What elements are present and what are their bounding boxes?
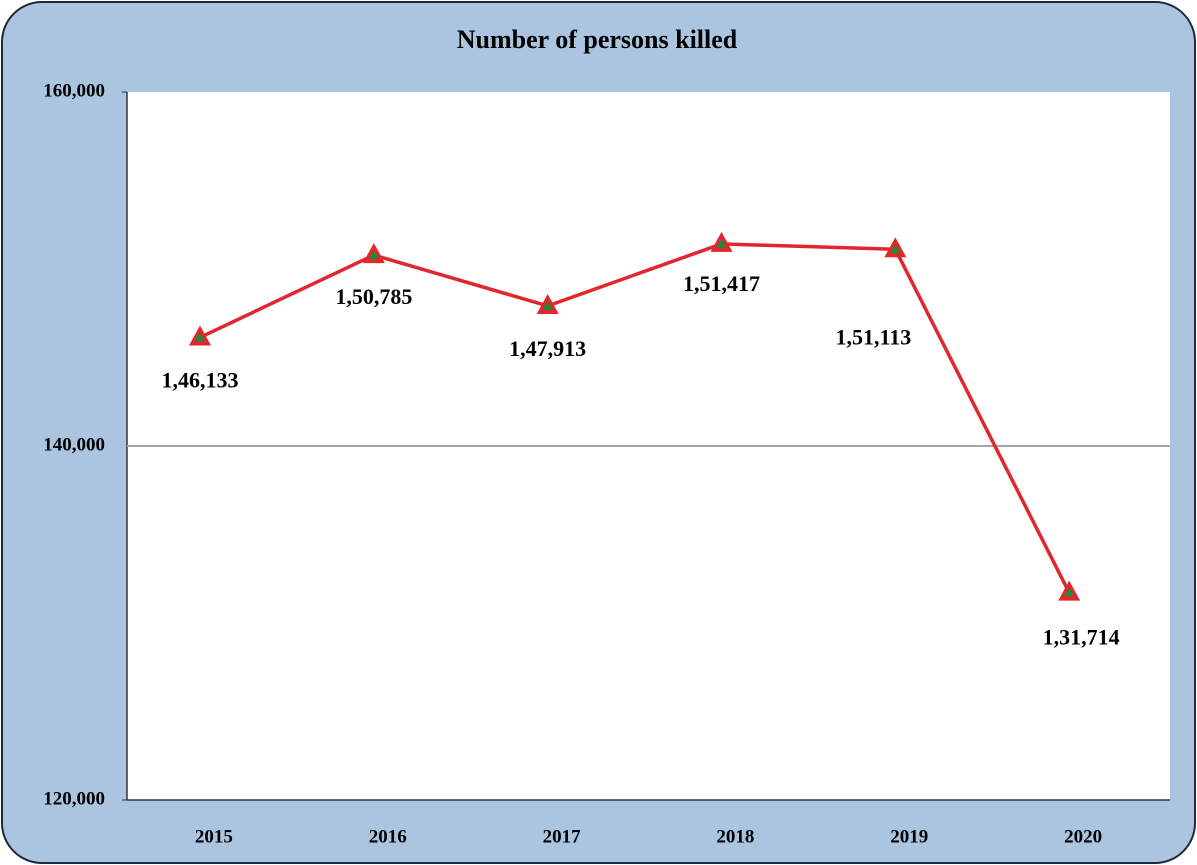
x-tick-label: 2016: [369, 826, 407, 847]
data-label: 1,51,417: [683, 271, 760, 296]
data-label: 1,46,133: [162, 367, 239, 392]
data-marker-inner: [716, 238, 727, 248]
data-marker-inner: [890, 244, 901, 254]
x-tick-label: 2015: [195, 826, 233, 847]
y-tick-label: 160,000: [43, 80, 105, 101]
data-marker-inner: [542, 300, 553, 310]
y-tick-label: 120,000: [43, 788, 105, 809]
data-label: 1,50,785: [335, 284, 412, 309]
x-tick-label: 2020: [1064, 826, 1102, 847]
data-line: [199, 242, 1071, 594]
data-label: 1,31,714: [1043, 625, 1120, 650]
data-marker-inner: [195, 332, 206, 342]
data-label: 1,47,913: [509, 336, 586, 361]
y-tick-label: 140,000: [43, 434, 105, 455]
data-marker-inner: [1064, 587, 1075, 597]
x-tick-label: 2019: [890, 826, 928, 847]
data-label: 1,51,113: [835, 324, 911, 349]
x-tick-label: 2018: [716, 826, 754, 847]
data-marker-inner: [368, 250, 379, 260]
x-tick-label: 2017: [543, 826, 582, 847]
chart-title: Number of persons killed: [457, 25, 738, 54]
